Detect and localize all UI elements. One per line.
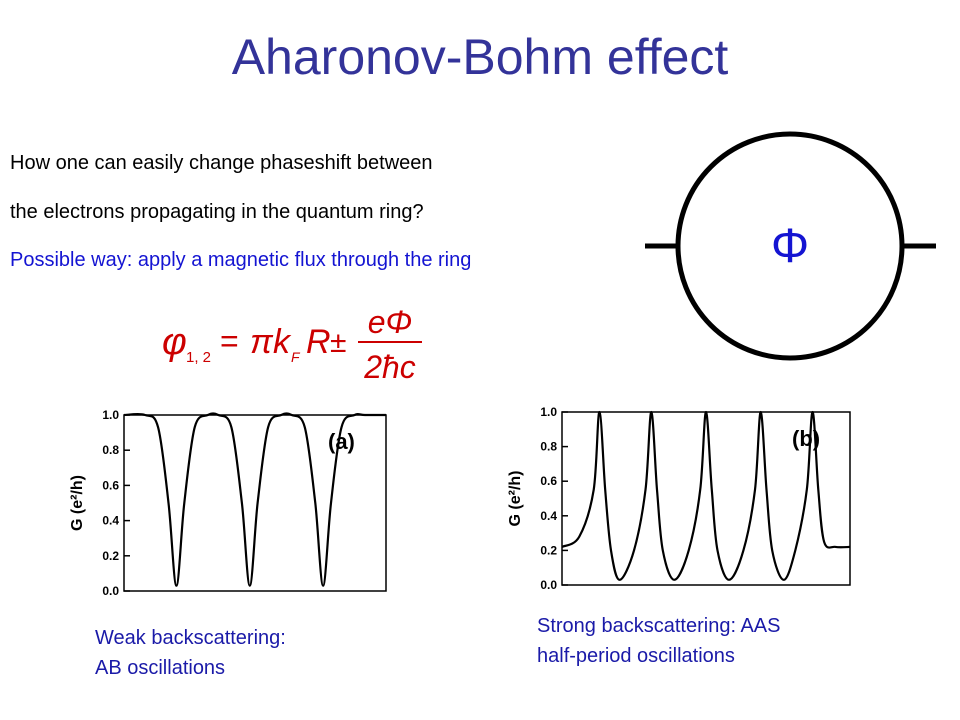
flux-symbol: Φ (771, 220, 809, 273)
chart-b-ytick-label: 1.0 (540, 405, 557, 419)
chart-b-ytick-label: 0.8 (540, 440, 557, 454)
caption-left-line-1: Weak backscattering: (95, 627, 286, 649)
chart-a-series-line (123, 412, 386, 587)
caption-right: Strong backscattering: AAS half-period o… (537, 611, 780, 671)
caption-left-line-2: AB oscillations (95, 657, 226, 679)
chart-a-ytick-label: 0.6 (102, 478, 119, 492)
quantum-ring-diagram: Φ (645, 131, 936, 361)
chart-a-ytick-label: 1.0 (102, 408, 119, 422)
formula-equals: = (220, 323, 239, 359)
chart-a-ytick-label: 0.0 (102, 584, 119, 598)
chart-a-panel-label: (a) (328, 429, 355, 454)
slide-title: Aharonov-Bohm effect (231, 29, 729, 85)
phase-formula: φ 1, 2 = π k F R ± eΦ 2ħc (162, 304, 422, 385)
formula-phi-subscript: 1, 2 (186, 349, 211, 366)
chart-a-ytick-label: 0.4 (102, 514, 119, 528)
highlight-line: Possible way: apply a magnetic flux thro… (10, 249, 472, 271)
caption-right-line-2: half-period oscillations (537, 645, 735, 667)
chart-a-frame (123, 414, 387, 592)
chart-b: 1.00.80.60.40.20.0G (e²/h)(b) (507, 405, 851, 592)
caption-right-line-1: Strong backscattering: AAS (537, 615, 781, 637)
formula-pi: π (250, 323, 274, 361)
formula-R: R (306, 323, 331, 361)
chart-b-ytick-label: 0.2 (540, 543, 557, 557)
chart-b-ylabel: G (e²/h) (507, 471, 524, 527)
formula-denominator: 2ħc (363, 349, 416, 385)
intro-line-1: How one can easily change phaseshift bet… (10, 152, 433, 174)
chart-a-ylabel: G (e²/h) (69, 475, 86, 531)
formula-pm: ± (330, 326, 346, 359)
chart-a: 1.0 0.8 0.6 0.4 0.2 0.0 G (e²/h) (a) (69, 408, 387, 598)
formula-numerator: eΦ (368, 304, 413, 340)
chart-a-ytick-label: 0.8 (102, 443, 119, 457)
chart-b-series-line (561, 410, 851, 581)
intro-line-2: the electrons propagating in the quantum… (10, 201, 424, 223)
formula-k-subscript: F (291, 349, 301, 365)
chart-b-ytick-label: 0.6 (540, 474, 557, 488)
chart-b-ytick-label: 0.4 (540, 509, 557, 523)
caption-left: Weak backscattering: AB oscillations (95, 623, 286, 683)
formula-phi: φ (162, 321, 187, 363)
chart-a-ytick-label: 0.2 (102, 549, 119, 563)
formula-k: k (273, 323, 292, 361)
chart-b-ytick-label: 0.0 (540, 578, 557, 592)
